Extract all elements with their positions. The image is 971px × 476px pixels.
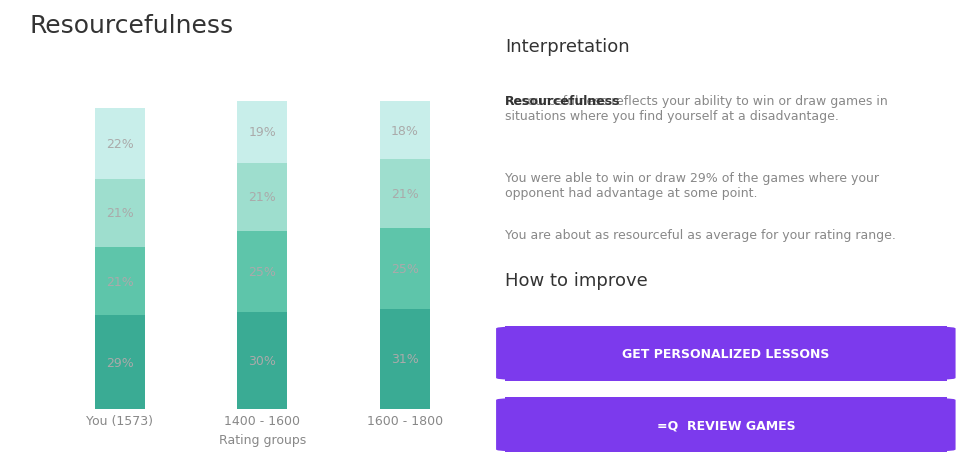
Text: 25%: 25% [390,262,419,275]
X-axis label: Rating groups: Rating groups [218,433,306,446]
Text: 21%: 21% [390,188,419,200]
Text: How to improve: How to improve [505,271,648,289]
Text: 22%: 22% [106,138,134,150]
Text: 29%: 29% [106,356,134,369]
Text: Resourcefulness reflects your ability to win or draw games in
situations where y: Resourcefulness reflects your ability to… [505,95,887,123]
Text: 21%: 21% [106,275,134,288]
Text: 30%: 30% [249,354,276,367]
Bar [380,160,429,228]
Text: Interpretation: Interpretation [505,38,629,56]
Text: You are about as resourceful as average for your rating range.: You are about as resourceful as average … [505,228,896,241]
Bar [95,109,145,179]
Bar [237,102,287,163]
FancyBboxPatch shape [496,398,955,451]
Bar [237,312,287,409]
Text: 19%: 19% [249,126,276,139]
Bar [237,163,287,231]
Text: GET PERSONALIZED LESSONS: GET PERSONALIZED LESSONS [622,347,829,360]
Text: Resourcefulness: Resourcefulness [505,95,620,108]
Text: =Q  REVIEW GAMES: =Q REVIEW GAMES [656,418,795,431]
Bar [237,231,287,312]
Bar [380,309,429,409]
Text: Resourcefulness: Resourcefulness [29,14,233,38]
Text: You were able to win or draw 29% of the games where your
opponent had advantage : You were able to win or draw 29% of the … [505,171,879,199]
Bar [380,228,429,309]
Text: 18%: 18% [390,125,419,138]
Text: 25%: 25% [249,265,276,278]
Bar [380,102,429,160]
Bar [95,179,145,248]
FancyBboxPatch shape [496,327,955,380]
Bar [95,316,145,409]
Text: 31%: 31% [390,353,419,366]
Text: 21%: 21% [106,207,134,220]
Text: 21%: 21% [249,191,276,204]
Bar [95,248,145,316]
